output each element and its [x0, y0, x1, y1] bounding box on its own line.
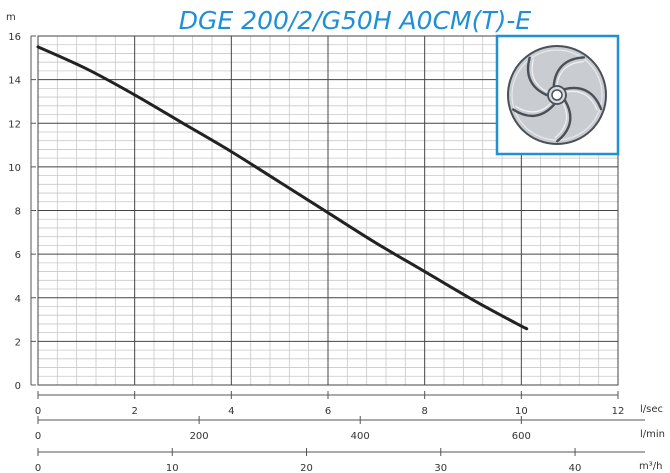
- y-tick-label: 4: [15, 294, 21, 305]
- impeller-blade-edge: [511, 103, 556, 117]
- chart-title: DGE 200/2/G50H A0CM(T)-E: [179, 6, 532, 35]
- impeller-blade-edge: [556, 99, 572, 143]
- x-tick-label: 600: [512, 431, 531, 442]
- x-tick-label: 4: [228, 406, 234, 417]
- x-tick-label: 12: [612, 406, 625, 417]
- x-tick-label: 6: [325, 406, 331, 417]
- y-tick-label: 16: [8, 32, 21, 43]
- x-tick-label: 20: [300, 463, 313, 473]
- x-tick-label: 40: [569, 463, 582, 473]
- x-tick-label: 30: [434, 463, 447, 473]
- impeller-blade-highlight: [565, 90, 598, 111]
- impeller-eye: [551, 89, 563, 101]
- x-tick-label: 0: [35, 463, 41, 473]
- performance-curve-layer: [36, 45, 529, 331]
- impeller-blade: [563, 86, 603, 111]
- x-tick-label: 8: [421, 406, 427, 417]
- x-axis-unit-label: l/sec: [640, 404, 663, 415]
- impeller-blade-highlight: [556, 60, 585, 87]
- x-tick-label: 0: [35, 431, 41, 442]
- y-tick-label: 10: [8, 163, 21, 174]
- y-tick-label: 6: [15, 250, 21, 261]
- y-tick-label: 2: [15, 337, 21, 348]
- x-tick-label: 10: [166, 463, 179, 473]
- impeller-blade-highlight: [554, 102, 568, 139]
- impeller-blade: [554, 99, 572, 143]
- impeller-blade-edge: [552, 56, 586, 87]
- y-tick-label: 0: [15, 381, 21, 392]
- impeller-blade-edge: [563, 86, 603, 111]
- performance-curve: [36, 45, 529, 331]
- y-tick-label: 8: [15, 207, 21, 218]
- x-tick-label: 200: [190, 431, 209, 442]
- y-tick-label: 14: [8, 76, 21, 87]
- x-tick-label: 10: [515, 406, 528, 417]
- y-axis-unit-label: m: [6, 12, 16, 23]
- impeller-blade: [526, 56, 549, 97]
- impeller-blade-highlight: [531, 58, 549, 93]
- x-axis-unit-label: l/min: [640, 429, 665, 440]
- impeller-blade-edge: [526, 56, 549, 97]
- y-tick-label: 12: [8, 119, 21, 130]
- impeller-blade-highlight: [515, 102, 553, 113]
- impeller-blade: [511, 102, 556, 117]
- x-axis-unit-label: m³/h: [639, 461, 662, 472]
- plot-frame: [37, 35, 619, 386]
- x-tick-label: 2: [131, 406, 137, 417]
- x-tick-label: 0: [35, 406, 41, 417]
- impeller-blade: [552, 56, 586, 87]
- impeller-icon: [507, 45, 607, 145]
- impeller-inset: [495, 34, 620, 156]
- x-tick-label: 400: [351, 431, 370, 442]
